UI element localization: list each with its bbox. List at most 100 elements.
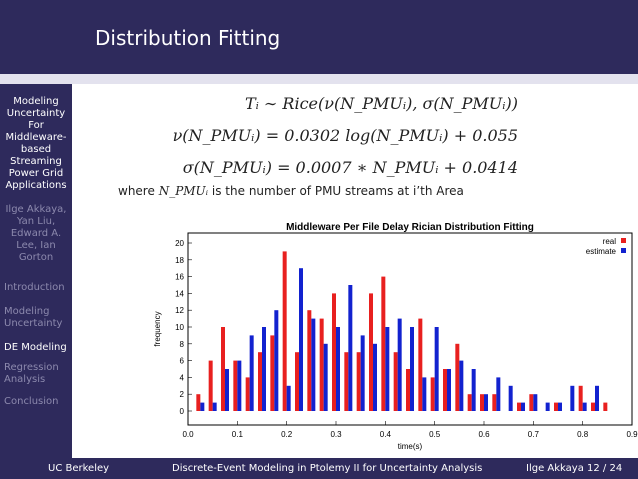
y-tick-label: 14 <box>175 289 184 298</box>
bar-real <box>467 394 472 411</box>
bar-real <box>295 352 299 411</box>
sidebar-item-introduction[interactable]: Introduction <box>4 282 65 294</box>
y-tick-label: 6 <box>180 357 185 366</box>
bar-real <box>591 402 595 411</box>
sidebar-item-label: DE Modeling <box>4 342 67 353</box>
sidebar-item-modeling-uncertainty[interactable]: Modeling Uncertainty <box>4 306 62 330</box>
header-strip <box>0 74 638 84</box>
slide-header: Distribution Fitting <box>0 0 638 74</box>
x-tick-labels: 0.0 0.1 0.2 0.3 0.4 0.5 0.6 0.7 0.8 0.9 <box>182 430 638 439</box>
chart-title: Middleware Per File Delay Rician Distrib… <box>286 222 534 233</box>
y-tick-labels: 0 2 4 6 8 10 12 14 16 18 20 <box>175 239 184 416</box>
where-suffix: is the number of PMU streams at i’th Are… <box>211 184 464 198</box>
sidebar-item-conclusion[interactable]: Conclusion <box>4 396 59 408</box>
bar-real <box>529 394 534 411</box>
sidebar-title-line: Modeling <box>13 96 59 107</box>
x-tick-label: 0.9 <box>626 430 638 439</box>
sidebar-title-line: Power Grid <box>8 168 64 179</box>
bar-real <box>332 293 336 411</box>
footer-talk-title: Discrete-Event Modeling in Ptolemy II fo… <box>172 463 483 474</box>
bar-estimate <box>360 335 365 411</box>
bar-real <box>344 352 349 411</box>
x-tick-label: 0.6 <box>478 430 490 439</box>
y-axis-label: frequency <box>153 311 162 346</box>
bar-real <box>430 377 435 411</box>
grid-lines <box>187 242 633 425</box>
slide-title: Distribution Fitting <box>95 26 281 50</box>
sidebar-author-line: Gorton <box>18 252 54 263</box>
y-tick-label: 8 <box>180 340 185 349</box>
sidebar-item-label: Uncertainty <box>4 318 63 329</box>
bar-estimate <box>336 327 340 411</box>
where-statement: where N_PMUᵢ is the number of PMU stream… <box>118 184 464 198</box>
sidebar-item-regression-analysis[interactable]: Regression Analysis <box>4 362 59 386</box>
bar-estimate <box>299 268 303 411</box>
x-tick-label: 0.0 <box>182 430 194 439</box>
sidebar-title-line: For <box>28 120 44 131</box>
sidebar-author-line: Lee, Ian <box>16 240 56 251</box>
bar-real <box>480 394 484 411</box>
bar-estimate <box>225 369 229 411</box>
bar-real <box>517 402 521 411</box>
where-prefix: where <box>118 184 155 198</box>
footer-institution: UC Berkeley <box>48 463 110 474</box>
bar-real <box>307 310 312 411</box>
bar-estimate <box>533 394 538 411</box>
bar-estimate <box>484 394 488 411</box>
sidebar-author-line: Yan Liu, <box>16 216 56 227</box>
bar-real <box>381 276 386 411</box>
bar-estimate <box>508 385 513 411</box>
bar-real <box>369 293 373 411</box>
bar-real <box>270 335 275 411</box>
bar-estimate <box>200 402 205 411</box>
bar-real <box>233 360 238 411</box>
sidebar-item-label: Conclusion <box>4 396 59 407</box>
bar-estimate <box>521 402 525 411</box>
bar-real <box>455 343 460 411</box>
legend-label: estimate <box>586 247 617 256</box>
legend-label: real <box>603 237 617 246</box>
histogram-chart: Middleware Per File Delay Rician Distrib… <box>153 222 638 451</box>
bar-real <box>554 402 558 411</box>
x-tick-label: 0.4 <box>380 430 392 439</box>
bar-real <box>393 352 398 411</box>
bar-real <box>319 318 324 411</box>
bar-real <box>578 385 583 411</box>
bar-real <box>282 251 287 411</box>
sidebar-title-line: Middleware- <box>5 132 67 143</box>
y-tick-label: 12 <box>175 306 184 315</box>
bar-real <box>492 394 497 411</box>
bar-estimate <box>459 360 464 411</box>
sidebar-item-label: Introduction <box>4 282 65 293</box>
bar-estimate <box>434 327 439 411</box>
bar-estimate <box>286 385 291 411</box>
bar-estimate <box>582 402 587 411</box>
sidebar-item-de-modeling[interactable]: DE Modeling <box>4 342 67 354</box>
where-variable: N_PMUᵢ <box>158 184 209 198</box>
y-tick-label: 10 <box>175 323 184 332</box>
equation-rice: Tᵢ ∼ Rice(ν(N_PMUᵢ), σ(N_PMUᵢ)) <box>244 94 518 113</box>
bar-estimate <box>348 285 353 411</box>
y-tick-label: 0 <box>180 407 185 416</box>
bar-real <box>356 352 361 411</box>
x-tick-label: 0.8 <box>577 430 589 439</box>
bar-real <box>603 402 608 411</box>
bar-real <box>196 394 201 411</box>
bar-estimate <box>212 402 217 411</box>
x-tick-label: 0.2 <box>281 430 293 439</box>
bar-estimate <box>237 360 242 411</box>
bar-estimate <box>471 369 476 411</box>
bars <box>196 251 608 411</box>
legend-swatch <box>621 248 626 253</box>
bar-estimate <box>311 318 316 411</box>
x-axis-label: time(s) <box>398 442 423 451</box>
bar-real <box>418 318 423 411</box>
slide-content: Tᵢ ∼ Rice(ν(N_PMUᵢ), σ(N_PMUᵢ)) ν(N_PMUᵢ… <box>72 84 638 458</box>
legend-swatch <box>621 238 626 243</box>
sidebar: Modeling Uncertainty For Middleware- bas… <box>0 84 72 458</box>
sidebar-title-line: Streaming <box>10 156 62 167</box>
sidebar-item-label: Analysis <box>4 374 46 385</box>
sidebar-author-line: Edward A. <box>10 228 62 239</box>
bar-estimate <box>545 402 550 411</box>
